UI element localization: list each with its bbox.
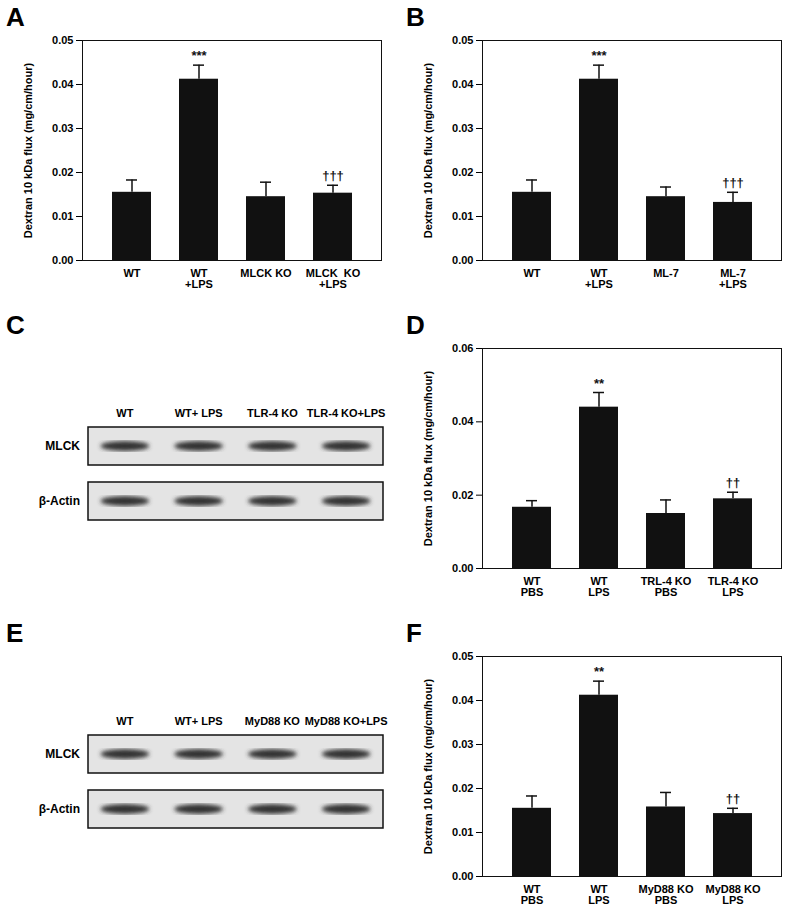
svg-text:TLR-4 KO: TLR-4 KO bbox=[247, 407, 298, 419]
svg-text:Dextran 10 kDa flux (mg/cm/hou: Dextran 10 kDa flux (mg/cm/hour) bbox=[422, 62, 434, 238]
svg-text:0.00: 0.00 bbox=[452, 254, 473, 266]
svg-text:WT+LPS: WT+LPS bbox=[185, 267, 213, 290]
svg-text:TLR-4 KOLPS: TLR-4 KOLPS bbox=[708, 575, 759, 598]
svg-text:0.01: 0.01 bbox=[452, 826, 473, 838]
svg-text:0.03: 0.03 bbox=[452, 122, 473, 134]
html-text:F: F bbox=[406, 618, 422, 648]
html-text:B: B bbox=[406, 2, 425, 32]
svg-text:0.04: 0.04 bbox=[452, 694, 474, 706]
svg-text:WTPBS: WTPBS bbox=[521, 575, 544, 598]
svg-text:WT+LPS: WT+LPS bbox=[585, 267, 613, 290]
svg-text:TRL-4 KOPBS: TRL-4 KOPBS bbox=[641, 575, 692, 598]
svg-text:0.02: 0.02 bbox=[452, 166, 473, 178]
svg-text:†††: ††† bbox=[722, 175, 744, 190]
svg-text:Dextran 10 kDa flux (mg/cm/hou: Dextran 10 kDa flux (mg/cm/hour) bbox=[22, 62, 34, 238]
svg-text:MLCK: MLCK bbox=[45, 747, 80, 761]
svg-text:0.00: 0.00 bbox=[452, 870, 473, 882]
svg-text:†††: ††† bbox=[322, 168, 344, 183]
svg-text:***: *** bbox=[591, 48, 607, 63]
svg-text:0.01: 0.01 bbox=[52, 210, 73, 222]
svg-text:0.04: 0.04 bbox=[452, 415, 474, 427]
svg-text:0.02: 0.02 bbox=[452, 782, 473, 794]
svg-text:WT: WT bbox=[523, 267, 540, 279]
html-text:D: D bbox=[406, 310, 425, 340]
svg-text:MyD88 KOPBS: MyD88 KOPBS bbox=[638, 883, 693, 906]
svg-text:Dextran 10 kDa flux (mg/cm/hou: Dextran 10 kDa flux (mg/cm/hour) bbox=[422, 370, 434, 546]
svg-text:WT+ LPS: WT+ LPS bbox=[175, 407, 223, 419]
svg-text:MLCK: MLCK bbox=[45, 439, 80, 453]
svg-text:0.02: 0.02 bbox=[452, 489, 473, 501]
svg-text:ML-7: ML-7 bbox=[653, 267, 679, 279]
html-text:A: A bbox=[6, 2, 25, 32]
svg-text:0.04: 0.04 bbox=[452, 78, 474, 90]
svg-text:**: ** bbox=[594, 376, 605, 391]
svg-text:0.03: 0.03 bbox=[52, 122, 73, 134]
svg-text:WTPBS: WTPBS bbox=[521, 883, 544, 906]
svg-text:WTLPS: WTLPS bbox=[588, 575, 609, 598]
svg-text:0.03: 0.03 bbox=[452, 738, 473, 750]
svg-text:††: †† bbox=[726, 475, 740, 490]
svg-text:0.02: 0.02 bbox=[52, 166, 73, 178]
svg-text:Dextran 10 kDa flux (mg/cm/hou: Dextran 10 kDa flux (mg/cm/hour) bbox=[422, 678, 434, 854]
svg-text:ML-7+LPS: ML-7+LPS bbox=[719, 267, 747, 290]
html-text:C: C bbox=[6, 310, 25, 340]
svg-text:***: *** bbox=[191, 48, 207, 63]
svg-text:WT+ LPS: WT+ LPS bbox=[175, 715, 223, 727]
svg-text:**: ** bbox=[594, 664, 605, 679]
svg-text:MyD88 KO: MyD88 KO bbox=[245, 715, 300, 727]
svg-text:β-Actin: β-Actin bbox=[39, 494, 80, 508]
svg-text:0.00: 0.00 bbox=[452, 562, 473, 574]
svg-text:0.04: 0.04 bbox=[52, 78, 74, 90]
svg-text:WT: WT bbox=[116, 407, 133, 419]
svg-text:MyD88 KOLPS: MyD88 KOLPS bbox=[705, 883, 760, 906]
svg-text:0.06: 0.06 bbox=[452, 342, 473, 354]
svg-text:WT: WT bbox=[123, 267, 140, 279]
svg-text:MLCK KO+LPS: MLCK KO+LPS bbox=[306, 267, 361, 290]
svg-text:0.01: 0.01 bbox=[452, 210, 473, 222]
svg-text:WT: WT bbox=[116, 715, 133, 727]
svg-text:††: †† bbox=[726, 791, 740, 806]
svg-text:MyD88 KO+LPS: MyD88 KO+LPS bbox=[305, 715, 388, 727]
svg-text:TLR-4 KO+LPS: TLR-4 KO+LPS bbox=[307, 407, 386, 419]
svg-text:0.05: 0.05 bbox=[452, 650, 473, 662]
svg-text:WTLPS: WTLPS bbox=[588, 883, 609, 906]
svg-text:0.00: 0.00 bbox=[52, 254, 73, 266]
svg-text:β-Actin: β-Actin bbox=[39, 802, 80, 816]
svg-text:MLCK KO: MLCK KO bbox=[240, 267, 292, 279]
svg-text:0.05: 0.05 bbox=[52, 34, 73, 46]
html-text:E: E bbox=[6, 618, 24, 648]
svg-text:0.05: 0.05 bbox=[452, 34, 473, 46]
